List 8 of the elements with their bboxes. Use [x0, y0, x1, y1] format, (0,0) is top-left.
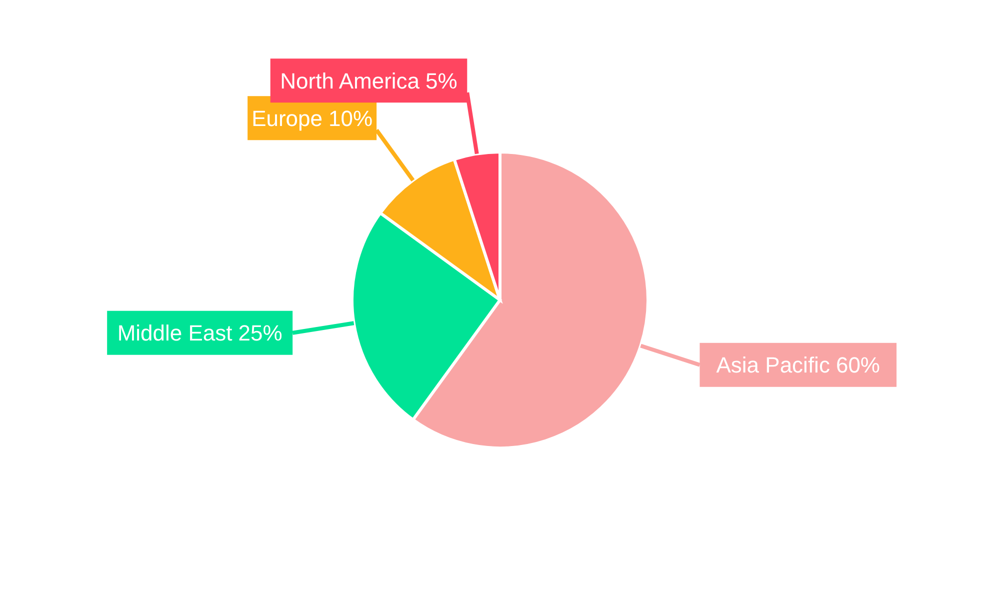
data-label: 60%: [836, 352, 880, 378]
slice-label: Middle East: [117, 320, 232, 346]
data-label: 5%: [426, 68, 458, 94]
slice-label: North America: [280, 68, 420, 94]
data-label: 10%: [328, 106, 373, 131]
slice-label: Asia Pacific: [716, 352, 830, 378]
data-label: 25%: [238, 320, 282, 346]
slice-label: Europe: [252, 106, 323, 131]
